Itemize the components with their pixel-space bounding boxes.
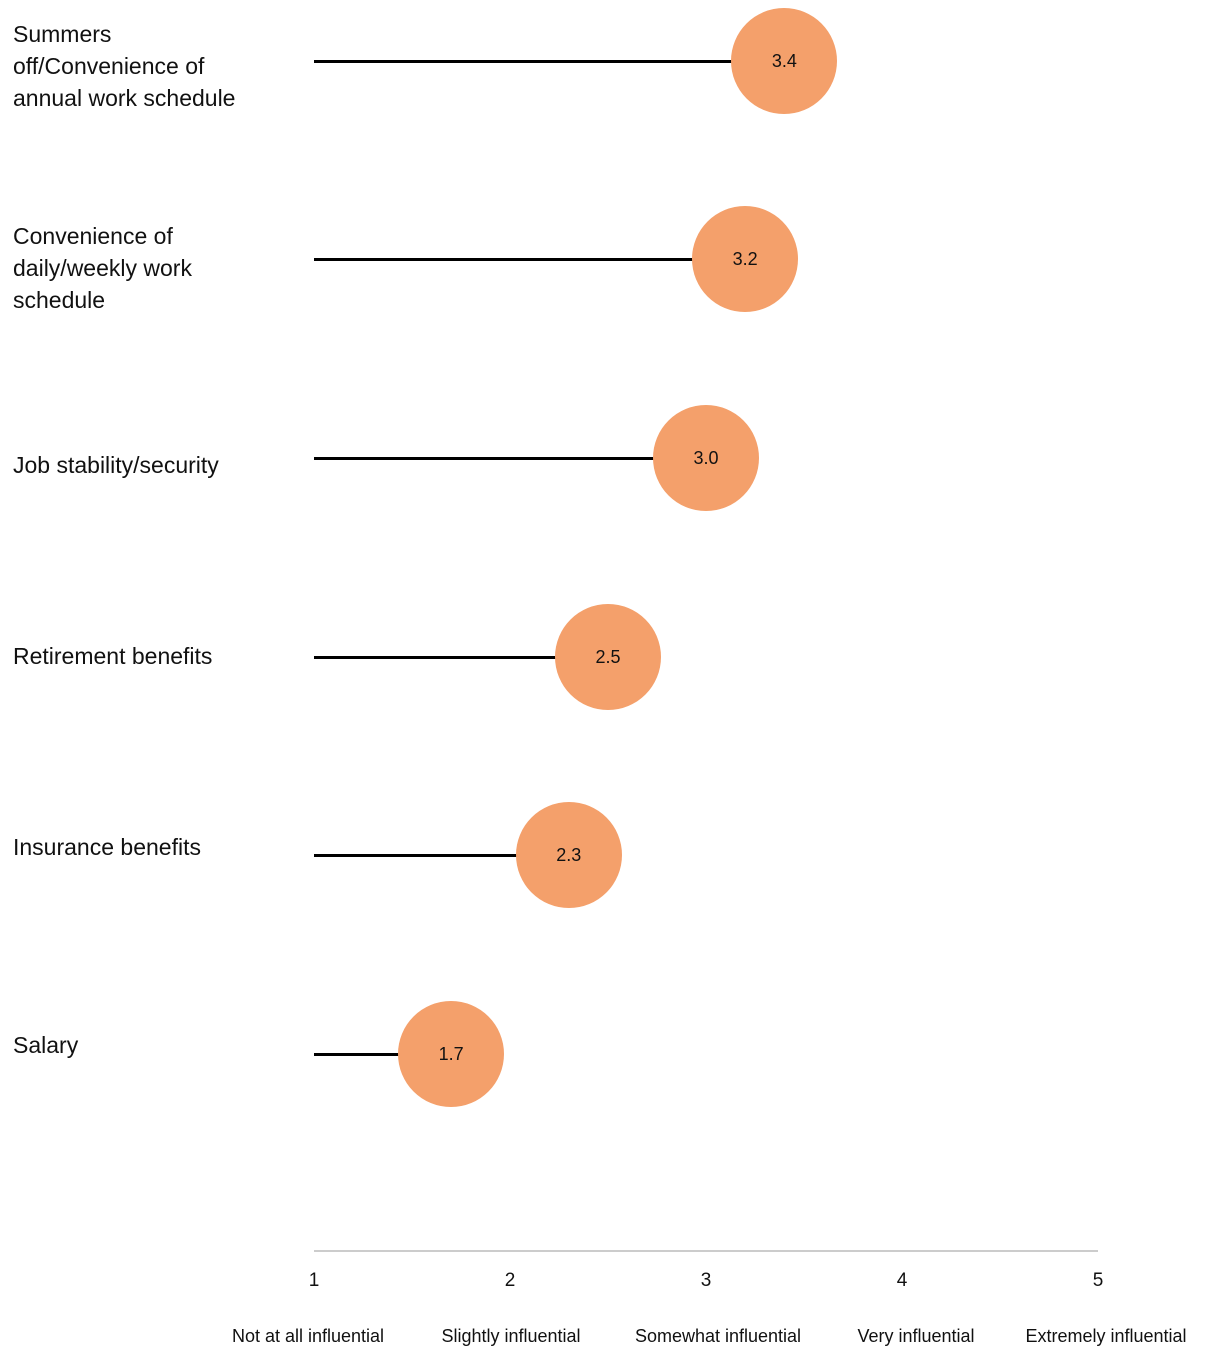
lollipop-stem bbox=[314, 456, 706, 460]
x-axis-line bbox=[314, 1250, 1098, 1252]
x-tick-label: 5 bbox=[1092, 1270, 1104, 1291]
category-label: Salary bbox=[13, 1032, 79, 1058]
lollipop-stem bbox=[314, 853, 569, 857]
lollipop-stem bbox=[314, 1052, 452, 1056]
data-label: 3.0 bbox=[693, 447, 719, 468]
data-label: 2.3 bbox=[556, 844, 582, 865]
lollipop-dot: 2.3 bbox=[515, 802, 622, 908]
scale-anchor-label: Extremely influential bbox=[1025, 1326, 1187, 1346]
data-label: 2.5 bbox=[595, 646, 621, 667]
category-label: Retirement benefits bbox=[13, 643, 213, 669]
x-tick-label: 2 bbox=[504, 1270, 516, 1291]
data-label: 3.2 bbox=[732, 248, 758, 269]
category-label: Job stability/security bbox=[13, 452, 219, 478]
lollipop-dot: 3.0 bbox=[653, 405, 759, 511]
lollipop-stem bbox=[314, 655, 608, 659]
lollipop-dot: 2.5 bbox=[555, 604, 661, 710]
x-tick-label: 4 bbox=[896, 1270, 908, 1291]
data-label: 1.7 bbox=[438, 1043, 464, 1064]
lollipop-stem bbox=[314, 59, 785, 63]
scale-anchor-label: Not at all influential bbox=[231, 1326, 385, 1346]
lollipop-stem bbox=[314, 257, 746, 261]
category-label: Convenience of daily/weekly work schedul… bbox=[13, 223, 192, 313]
scale-anchor-label: Slightly influential bbox=[441, 1326, 581, 1346]
scale-anchor-label: Very influential bbox=[857, 1326, 975, 1346]
x-tick-label: 1 bbox=[308, 1270, 320, 1291]
scale-anchor-label: Somewhat influential bbox=[634, 1326, 802, 1346]
category-label: Insurance benefits bbox=[13, 834, 201, 860]
lollipop-dot: 3.4 bbox=[731, 8, 838, 114]
x-tick-label: 3 bbox=[700, 1270, 712, 1291]
category-label: Summers off/Convenience of annual work s… bbox=[13, 21, 236, 111]
lollipop-dot: 1.7 bbox=[398, 1001, 505, 1107]
data-label: 3.4 bbox=[771, 50, 797, 71]
lollipop-dot: 3.2 bbox=[692, 206, 799, 312]
